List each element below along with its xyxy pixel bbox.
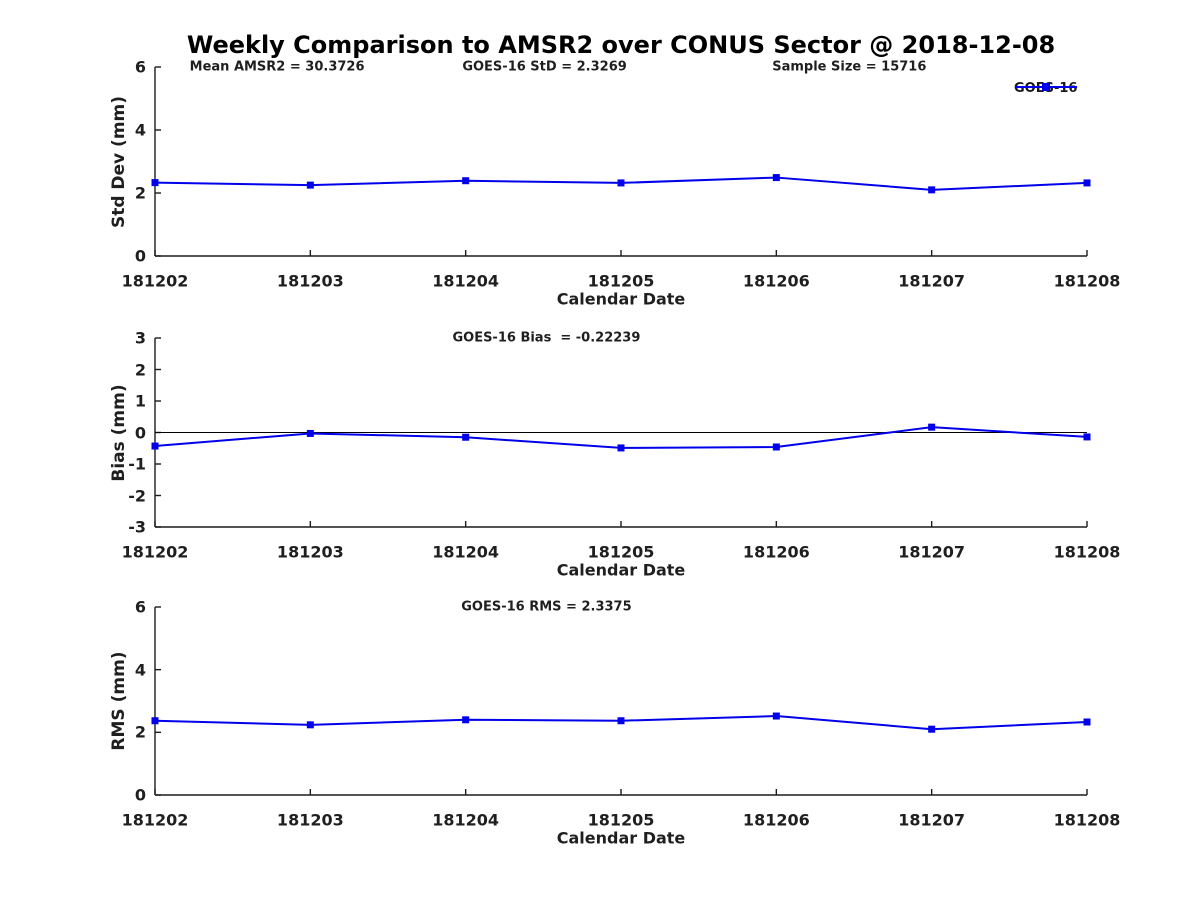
- annotation: GOES-16 Bias = -0.22239: [452, 330, 641, 346]
- x-tick-label: 181207: [898, 542, 966, 562]
- x-tick-label: 181203: [276, 271, 344, 291]
- y-tick-label: 6: [134, 597, 146, 617]
- y-tick-label: 6: [134, 57, 146, 77]
- y-tick-label: 0: [134, 246, 146, 266]
- x-tick-label: 181208: [1053, 271, 1121, 291]
- data-point: [306, 429, 314, 437]
- legend-line-swatch-icon: [1015, 83, 1077, 91]
- x-tick-label: 181203: [276, 542, 344, 562]
- x-tick-label: 181206: [742, 271, 810, 291]
- y-tick-label: -3: [128, 517, 146, 537]
- x-tick-label: 181207: [898, 810, 966, 830]
- data-point: [772, 174, 780, 182]
- y-tick-label: 0: [134, 423, 146, 442]
- x-tick-label: 181204: [432, 810, 500, 830]
- x-tick-label: 181202: [121, 542, 189, 562]
- data-point: [928, 423, 936, 431]
- y-tick-label: -1: [128, 454, 146, 474]
- legend: GOES-16: [1014, 79, 1077, 97]
- y-tick-label: 2: [134, 183, 146, 203]
- annotation: GOES-16 RMS = 2.3375: [461, 599, 632, 615]
- x-tick-label: 181205: [587, 271, 655, 291]
- x-tick-label: 181206: [742, 810, 810, 830]
- annotation: Mean AMSR2 = 30.3726: [189, 59, 365, 75]
- x-tick-label: 181202: [121, 271, 189, 291]
- x-tick-label: 181203: [276, 810, 344, 830]
- data-point: [928, 725, 936, 733]
- data-point: [1083, 433, 1091, 441]
- y-tick-label: 4: [134, 660, 146, 680]
- x-axis-label: Calendar Date: [556, 560, 686, 580]
- data-point: [151, 717, 159, 725]
- y-tick-label: 4: [134, 120, 146, 140]
- x-tick-label: 181207: [898, 271, 966, 291]
- data-point: [617, 179, 625, 187]
- data-point: [928, 186, 936, 194]
- y-axis-label: RMS (mm): [109, 651, 129, 751]
- x-axis-label: Calendar Date: [556, 828, 686, 848]
- y-tick-label: 2: [134, 722, 146, 742]
- data-point: [772, 712, 780, 720]
- y-axis-label: Bias (mm): [109, 383, 129, 482]
- y-tick-label: 1: [134, 391, 146, 411]
- data-point: [462, 177, 470, 185]
- y-tick-label: -2: [128, 486, 146, 505]
- data-point: [617, 717, 625, 725]
- x-axis-label: Calendar Date: [556, 289, 686, 309]
- data-point: [462, 716, 470, 724]
- data-point: [617, 444, 625, 452]
- y-tick-label: 2: [134, 360, 146, 379]
- x-tick-label: 181204: [432, 542, 500, 562]
- figure-title: Weekly Comparison to AMSR2 over CONUS Se…: [186, 31, 1056, 59]
- x-tick-label: 181206: [742, 542, 810, 562]
- data-point: [1083, 179, 1091, 187]
- data-point: [151, 179, 159, 187]
- y-tick-label: 3: [134, 328, 146, 348]
- data-point: [306, 181, 314, 189]
- x-tick-label: 181204: [432, 271, 500, 291]
- data-point: [306, 721, 314, 729]
- y-axis-label: Std Dev (mm): [109, 95, 129, 228]
- x-tick-label: 181208: [1053, 542, 1121, 562]
- data-point: [1083, 718, 1091, 726]
- y-tick-label: 0: [134, 785, 146, 805]
- annotation: Sample Size = 15716: [772, 59, 927, 75]
- x-tick-label: 181202: [121, 810, 189, 830]
- data-point: [772, 443, 780, 451]
- x-tick-label: 181205: [587, 542, 655, 562]
- annotation: GOES-16 StD = 2.3269: [462, 59, 627, 75]
- x-tick-label: 181208: [1053, 810, 1121, 830]
- x-tick-label: 181205: [587, 810, 655, 830]
- data-point: [151, 442, 159, 450]
- data-point: [462, 433, 470, 441]
